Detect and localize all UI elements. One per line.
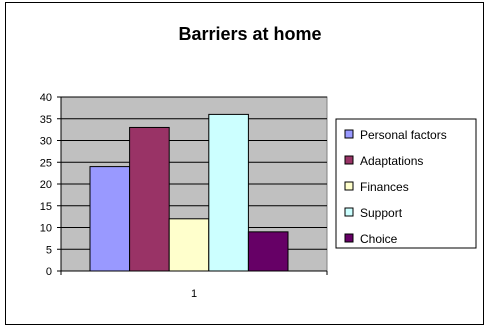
bar-adaptations — [129, 126, 170, 272]
y-tick-label: 40 — [40, 92, 52, 104]
y-tick-label: 15 — [40, 201, 52, 213]
legend-label: Finances — [360, 180, 409, 194]
chart-title: Barriers at home — [178, 24, 321, 44]
y-tick-label: 10 — [40, 223, 52, 235]
bar-finances — [168, 218, 210, 272]
legend-swatch — [344, 155, 354, 165]
y-tick-label: 20 — [40, 179, 52, 191]
legend-swatch — [344, 233, 354, 243]
bar-choice — [247, 231, 289, 272]
legend-label: Support — [360, 206, 403, 220]
y-tick-label: 5 — [46, 244, 52, 256]
bar-personal-factors — [89, 166, 131, 272]
y-tick-label: 0 — [46, 266, 52, 278]
bar-support — [208, 113, 249, 272]
y-tick-label: 25 — [40, 157, 52, 169]
legend-swatch — [344, 207, 354, 217]
legend-label: Personal factors — [360, 128, 447, 142]
legend-swatch — [344, 129, 354, 139]
y-tick-label: 35 — [40, 114, 52, 126]
legend-label: Choice — [360, 232, 398, 246]
legend-box — [335, 118, 477, 249]
x-tick-label: 1 — [191, 288, 197, 300]
y-tick-label: 30 — [40, 136, 52, 148]
legend-label: Adaptations — [360, 154, 423, 168]
legend-swatch — [344, 181, 354, 191]
